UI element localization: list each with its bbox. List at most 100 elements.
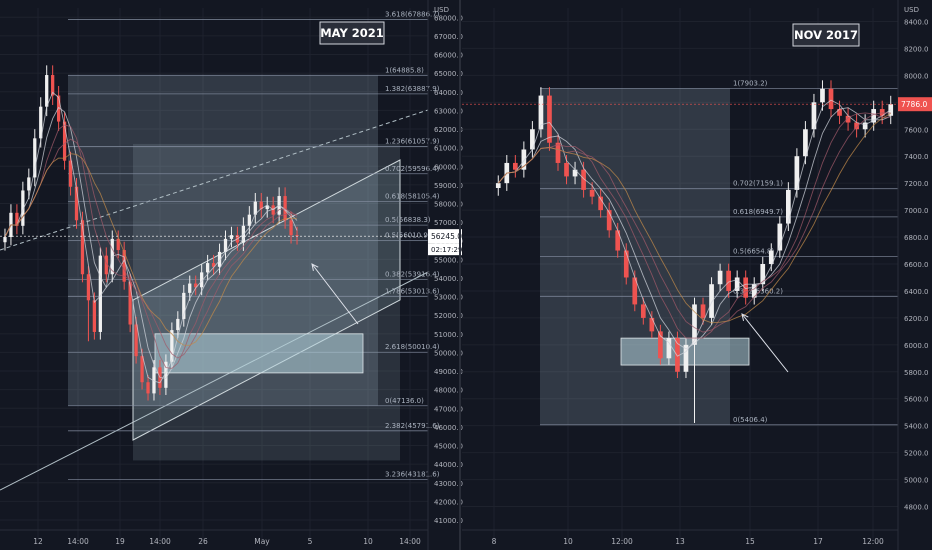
candle[interactable]	[295, 235, 299, 237]
candle[interactable]	[134, 324, 138, 357]
candle[interactable]	[21, 190, 25, 226]
candle[interactable]	[640, 304, 646, 318]
candle[interactable]	[734, 277, 740, 291]
candle[interactable]	[182, 292, 186, 319]
chart-panel-nov-2017[interactable]: 1(7903.2) 0.702(7159.1) 0.618(6949.7) 0.5(6…	[462, 0, 932, 550]
candle[interactable]	[837, 109, 842, 116]
candle[interactable]	[211, 263, 216, 267]
candle[interactable]	[200, 272, 204, 288]
candle[interactable]	[217, 251, 222, 267]
x-tick-label: May	[254, 537, 270, 546]
candle[interactable]	[170, 330, 174, 362]
candle[interactable]	[98, 255, 102, 332]
candle[interactable]	[39, 106, 43, 139]
candle[interactable]	[33, 138, 37, 178]
candle[interactable]	[86, 274, 91, 301]
candle[interactable]	[598, 196, 603, 211]
candle[interactable]	[128, 281, 132, 325]
y-tick-label: 5400.0	[904, 423, 929, 431]
candle[interactable]	[726, 270, 731, 291]
candle[interactable]	[632, 277, 638, 305]
candle[interactable]	[692, 304, 697, 345]
candle[interactable]	[777, 223, 783, 251]
candle[interactable]	[495, 183, 501, 189]
y-tick-label: 64000.0	[434, 89, 463, 97]
candle[interactable]	[700, 304, 706, 318]
candle[interactable]	[845, 115, 851, 123]
candle[interactable]	[623, 250, 629, 278]
fib-label: 2.618(50010.4)	[385, 343, 440, 351]
candle[interactable]	[122, 250, 126, 282]
candle[interactable]	[547, 95, 552, 143]
candle[interactable]	[92, 300, 97, 332]
candle[interactable]	[283, 196, 287, 221]
candle[interactable]	[538, 95, 544, 130]
fib-label: 0.702(59596.4)	[385, 165, 440, 173]
candle[interactable]	[164, 361, 168, 388]
candle[interactable]	[615, 230, 621, 251]
candle[interactable]	[555, 142, 561, 163]
candle[interactable]	[3, 237, 7, 243]
candle[interactable]	[512, 162, 518, 170]
candle[interactable]	[760, 264, 766, 285]
candle[interactable]	[709, 284, 714, 318]
candle[interactable]	[253, 201, 257, 215]
candle[interactable]	[530, 129, 535, 150]
candle[interactable]	[572, 169, 578, 177]
candle[interactable]	[683, 344, 689, 372]
x-tick-label: 15	[745, 537, 755, 546]
candle[interactable]	[521, 149, 527, 170]
candle[interactable]	[265, 205, 269, 210]
candle[interactable]	[45, 75, 49, 107]
candle[interactable]	[794, 156, 800, 190]
candle[interactable]	[811, 102, 817, 130]
price-tag	[428, 229, 462, 244]
candle[interactable]	[717, 270, 723, 285]
candle[interactable]	[74, 186, 79, 221]
candle[interactable]	[223, 238, 228, 252]
candle[interactable]	[146, 382, 150, 394]
candle[interactable]	[606, 210, 612, 231]
chart-panel-may-2021[interactable]: 3.618(67886.7) 1(64885.8) 1.382(63887.9) 1.…	[0, 0, 463, 550]
candle[interactable]	[176, 318, 180, 331]
candle[interactable]	[152, 367, 156, 394]
y-tick-label: 49000.0	[434, 368, 463, 376]
candle[interactable]	[871, 109, 877, 123]
candle[interactable]	[56, 95, 61, 122]
candle[interactable]	[205, 263, 210, 273]
candle[interactable]	[80, 220, 85, 275]
y-tick-label: 47000.0	[434, 405, 463, 413]
candle[interactable]	[188, 283, 192, 293]
candle[interactable]	[675, 338, 680, 372]
candle[interactable]	[862, 122, 868, 130]
candle[interactable]	[751, 284, 757, 298]
candle[interactable]	[27, 177, 31, 191]
candle[interactable]	[581, 169, 586, 190]
candle[interactable]	[229, 235, 234, 239]
candle[interactable]	[104, 255, 108, 275]
candle[interactable]	[743, 277, 749, 298]
candle[interactable]	[259, 201, 263, 210]
fib-levels: 3.618(67886.7) 1(64885.8) 1.382(63887.9) 1.…	[68, 10, 440, 480]
candle[interactable]	[51, 75, 55, 96]
candle[interactable]	[649, 317, 655, 332]
candle[interactable]	[854, 122, 859, 130]
y-tick-label: 7400.0	[904, 153, 929, 161]
candle[interactable]	[140, 356, 144, 383]
candle[interactable]	[820, 88, 825, 103]
candle[interactable]	[289, 220, 293, 236]
candle[interactable]	[768, 250, 774, 264]
candle[interactable]	[194, 283, 198, 288]
candle[interactable]	[786, 189, 791, 224]
candle[interactable]	[116, 238, 120, 251]
candle[interactable]	[828, 88, 834, 110]
candle[interactable]	[68, 160, 73, 187]
candle[interactable]	[658, 331, 663, 359]
candle[interactable]	[62, 121, 67, 161]
candle[interactable]	[247, 214, 251, 226]
candle[interactable]	[564, 162, 569, 177]
candle[interactable]	[589, 189, 595, 197]
candle[interactable]	[666, 338, 672, 359]
candle[interactable]	[803, 129, 808, 157]
candle[interactable]	[15, 212, 19, 226]
